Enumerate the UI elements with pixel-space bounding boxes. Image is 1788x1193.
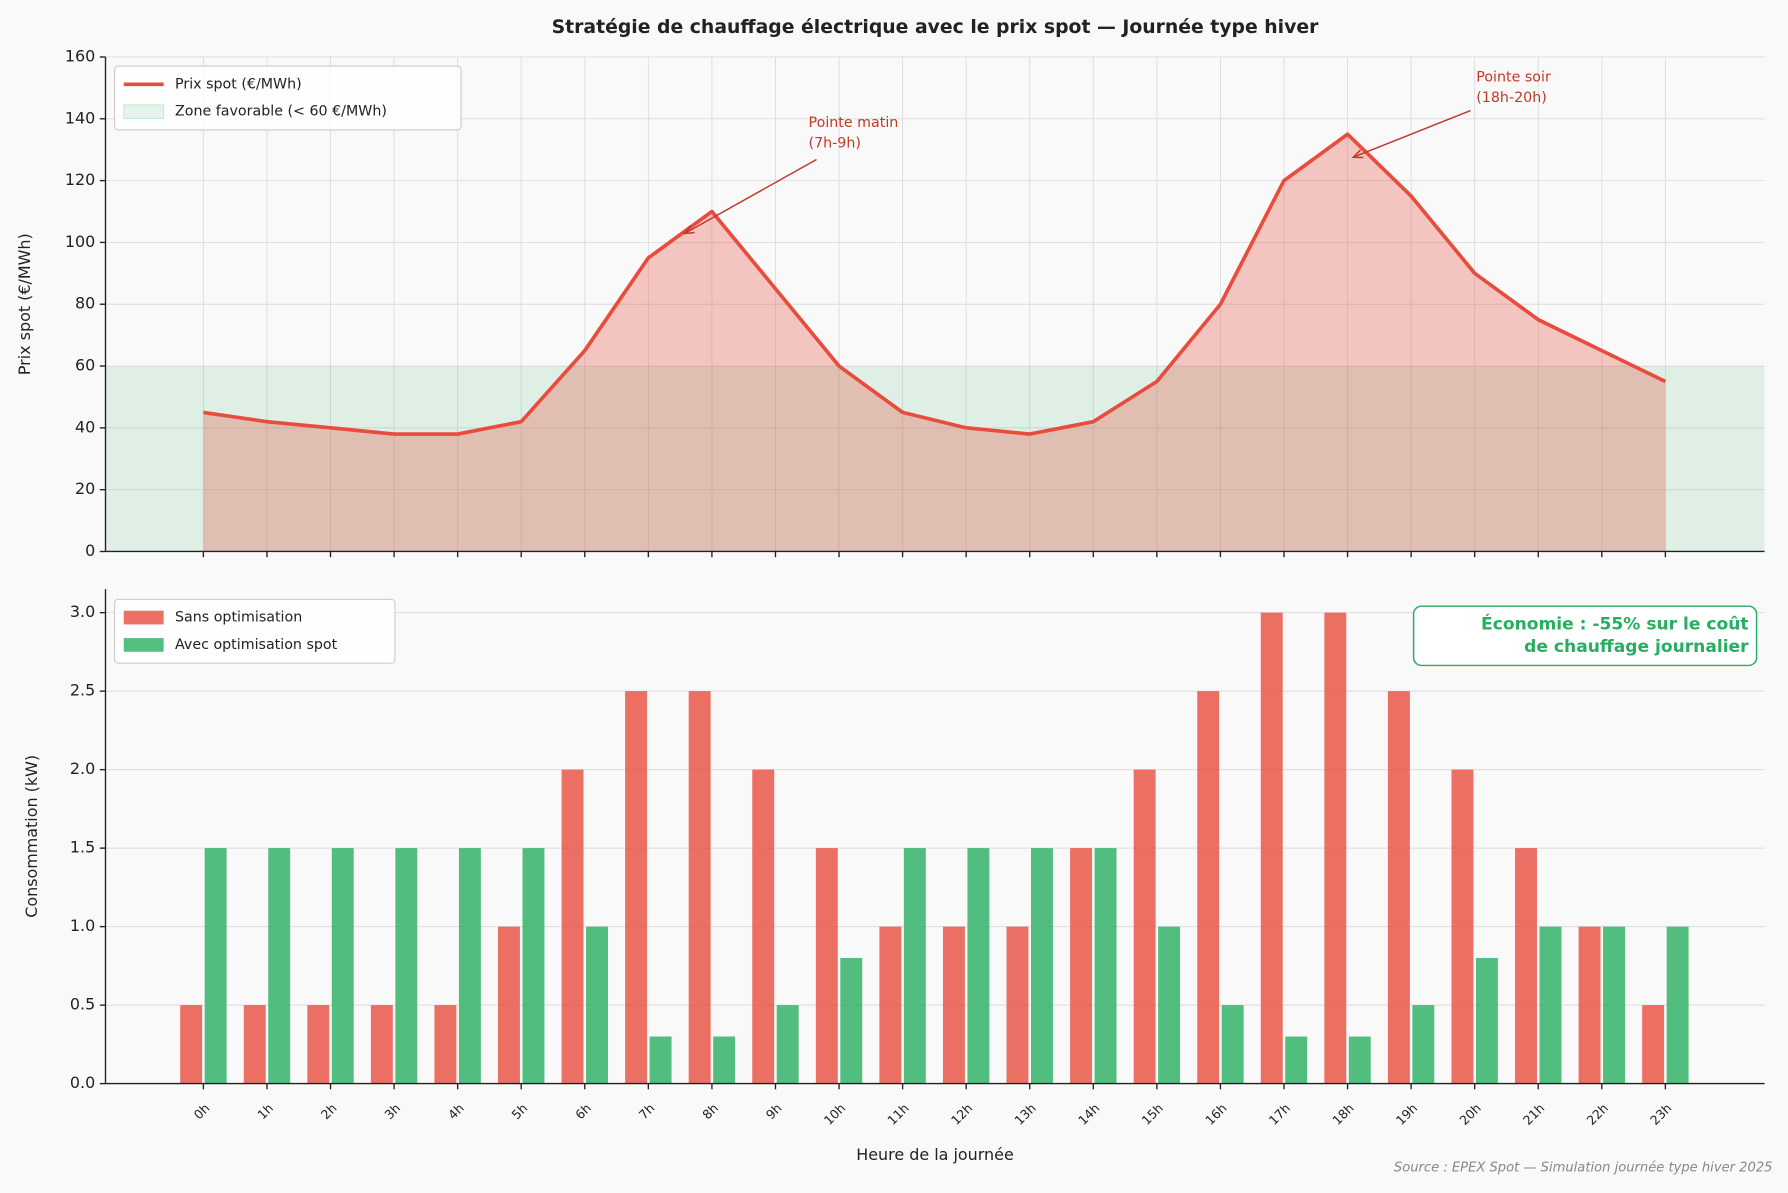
- annotation-arrow: [1352, 109, 1471, 158]
- bar: [370, 1005, 393, 1084]
- bar: [1666, 926, 1689, 1084]
- bar: [1603, 926, 1626, 1084]
- x-axis-title: Heure de la journée: [856, 1145, 1013, 1164]
- legend-box: [114, 65, 462, 131]
- y-tick-label: 80: [75, 294, 95, 313]
- bar: [649, 1036, 672, 1084]
- annotation-arrow: [683, 158, 817, 235]
- bar: [268, 848, 291, 1084]
- arrow-head: [1351, 149, 1364, 159]
- note-box: [1412, 605, 1758, 667]
- bar: [243, 1005, 266, 1084]
- source: Source : EPEX Spot — Simulation journée …: [1394, 1160, 1773, 1175]
- bar: [1031, 848, 1053, 1084]
- annotation: Pointe matin: [809, 115, 899, 131]
- bar: [1260, 612, 1283, 1084]
- bar: [752, 769, 775, 1084]
- bar: [967, 848, 990, 1084]
- y-tick-label: 100: [65, 232, 95, 251]
- y-tick-label: 20: [75, 479, 95, 498]
- bar: [1221, 1005, 1244, 1084]
- bar: [840, 958, 863, 1084]
- bar: [688, 691, 711, 1084]
- bar: [903, 848, 926, 1084]
- bar: [331, 848, 354, 1084]
- note-text: Économie : -55% sur le coût: [1481, 612, 1749, 634]
- arrow-head: [682, 225, 695, 235]
- bar: [1006, 926, 1029, 1084]
- legend-label: Sans optimisation: [175, 610, 302, 626]
- bar: [1197, 691, 1220, 1084]
- bar: [1094, 848, 1117, 1084]
- price-line: [203, 132, 1667, 436]
- area-fill: [203, 134, 1666, 552]
- bar: [458, 848, 481, 1084]
- y-tick-label: 0.0: [70, 1073, 95, 1092]
- legend-box: [114, 598, 396, 664]
- y-tick-label: 0.5: [70, 995, 95, 1014]
- y-tick-label: 120: [65, 170, 95, 189]
- bar: [1133, 769, 1156, 1084]
- bar: [1158, 926, 1181, 1084]
- bar: [713, 1036, 736, 1084]
- bar: [180, 1005, 203, 1084]
- annotation: (7h-9h): [809, 136, 861, 152]
- legend-label: Prix spot (€/MWh): [175, 76, 302, 92]
- bar: [586, 926, 608, 1084]
- bar: [1578, 926, 1601, 1084]
- bar: [815, 848, 838, 1084]
- y-axis-title: Consommation (kW): [22, 755, 41, 918]
- legend-swatch: [123, 104, 165, 120]
- y-tick-label: 1.5: [70, 838, 95, 857]
- bar: [204, 848, 227, 1084]
- bar: [1412, 1005, 1435, 1084]
- chart-title: Stratégie de chauffage électrique avec l…: [552, 17, 1319, 38]
- y-tick-label: 2.5: [70, 681, 95, 700]
- annotation: (18h-20h): [1476, 90, 1547, 106]
- y-tick-label: 60: [75, 356, 95, 375]
- legend-label: Avec optimisation spot: [175, 637, 338, 653]
- bar: [776, 1005, 799, 1084]
- bar: [561, 769, 584, 1084]
- favorable-zone: [105, 366, 1765, 552]
- bar: [1387, 691, 1410, 1084]
- legend-swatch: [123, 638, 164, 652]
- bar: [307, 1005, 330, 1084]
- legend-label: Zone favorable (< 60 €/MWh): [175, 104, 387, 120]
- annotation: Pointe soir: [1476, 69, 1551, 85]
- y-tick-label: 1.0: [70, 916, 95, 935]
- bar: [434, 1005, 457, 1084]
- bar: [1642, 1005, 1665, 1084]
- bar: [1348, 1036, 1371, 1084]
- bar: [395, 848, 418, 1084]
- note-text: de chauffage journalier: [1524, 637, 1749, 657]
- bar: [1285, 1036, 1308, 1084]
- y-tick-label: 2.0: [70, 759, 95, 778]
- legend-swatch: [123, 610, 164, 625]
- bar: [522, 848, 545, 1084]
- y-tick-label: 40: [75, 417, 95, 436]
- bar: [625, 691, 648, 1084]
- y-tick-label: 0: [85, 541, 95, 560]
- bar: [1539, 926, 1562, 1084]
- bar: [498, 926, 520, 1084]
- bar: [1070, 848, 1093, 1084]
- y-tick-label: 160: [65, 46, 95, 65]
- y-tick-label: 3.0: [70, 602, 95, 621]
- bar: [942, 926, 965, 1084]
- bar: [879, 926, 902, 1084]
- bar: [1475, 958, 1498, 1084]
- y-axis-title: Prix spot (€/MWh): [15, 233, 34, 375]
- bar: [1324, 612, 1347, 1084]
- y-tick-label: 140: [65, 108, 95, 127]
- bar: [1451, 769, 1474, 1084]
- bar: [1515, 848, 1537, 1084]
